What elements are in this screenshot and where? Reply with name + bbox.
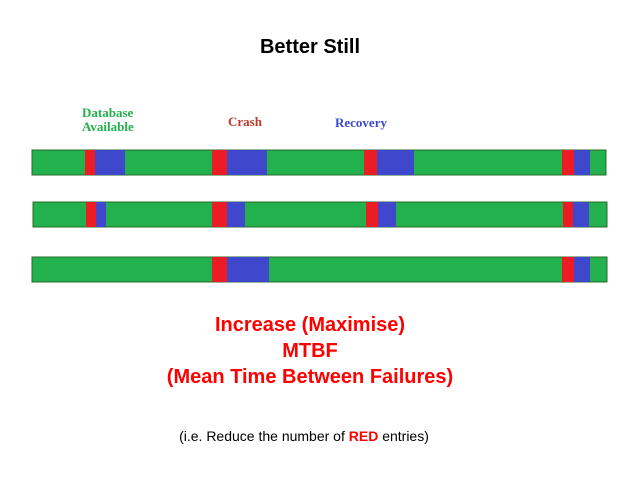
legend-recovery: Recovery [335, 115, 387, 130]
crash-segment [364, 150, 377, 175]
legend-database-available: Database Available [82, 106, 134, 134]
note-prefix: (i.e. Reduce the number of [179, 428, 349, 444]
timeline-bar-2 [32, 201, 608, 228]
timeline-bar-3 [31, 256, 608, 283]
slide-title: Better Still [259, 36, 361, 58]
recovery-segment [227, 202, 245, 227]
recovery-segment [574, 150, 590, 175]
legend-available-line-1: Database [82, 105, 134, 120]
note-suffix: entries) [378, 428, 429, 444]
timeline-bar-1 [31, 149, 607, 176]
timeline-1-background [31, 149, 607, 176]
crash-segment [562, 257, 574, 282]
crash-segment [212, 150, 227, 175]
recovery-segment [574, 257, 590, 282]
crash-segment [86, 202, 96, 227]
caption-line-3: (Mean Time Between Failures) [166, 366, 454, 388]
recovery-segment [95, 150, 125, 175]
note-emphasis: RED [348, 428, 379, 444]
recovery-segment [227, 150, 267, 175]
legend-available-line-2: Available [82, 119, 134, 134]
crash-segment [366, 202, 378, 227]
caption-line-2: MTBF [282, 340, 338, 362]
legend-crash: Crash [228, 114, 262, 129]
note-text: (i.e. Reduce the number of RED entries) [0, 428, 608, 444]
recovery-segment [96, 202, 106, 227]
crash-segment [563, 202, 573, 227]
crash-segment [212, 202, 227, 227]
recovery-segment [573, 202, 589, 227]
recovery-segment [227, 257, 269, 282]
timeline-2-background [32, 201, 608, 228]
recovery-segment [377, 150, 414, 175]
timeline-3-background [31, 256, 608, 283]
crash-segment [212, 257, 227, 282]
recovery-segment [378, 202, 396, 227]
crash-segment [85, 150, 95, 175]
crash-segment [562, 150, 574, 175]
caption-line-1: Increase (Maximise) [214, 314, 406, 336]
